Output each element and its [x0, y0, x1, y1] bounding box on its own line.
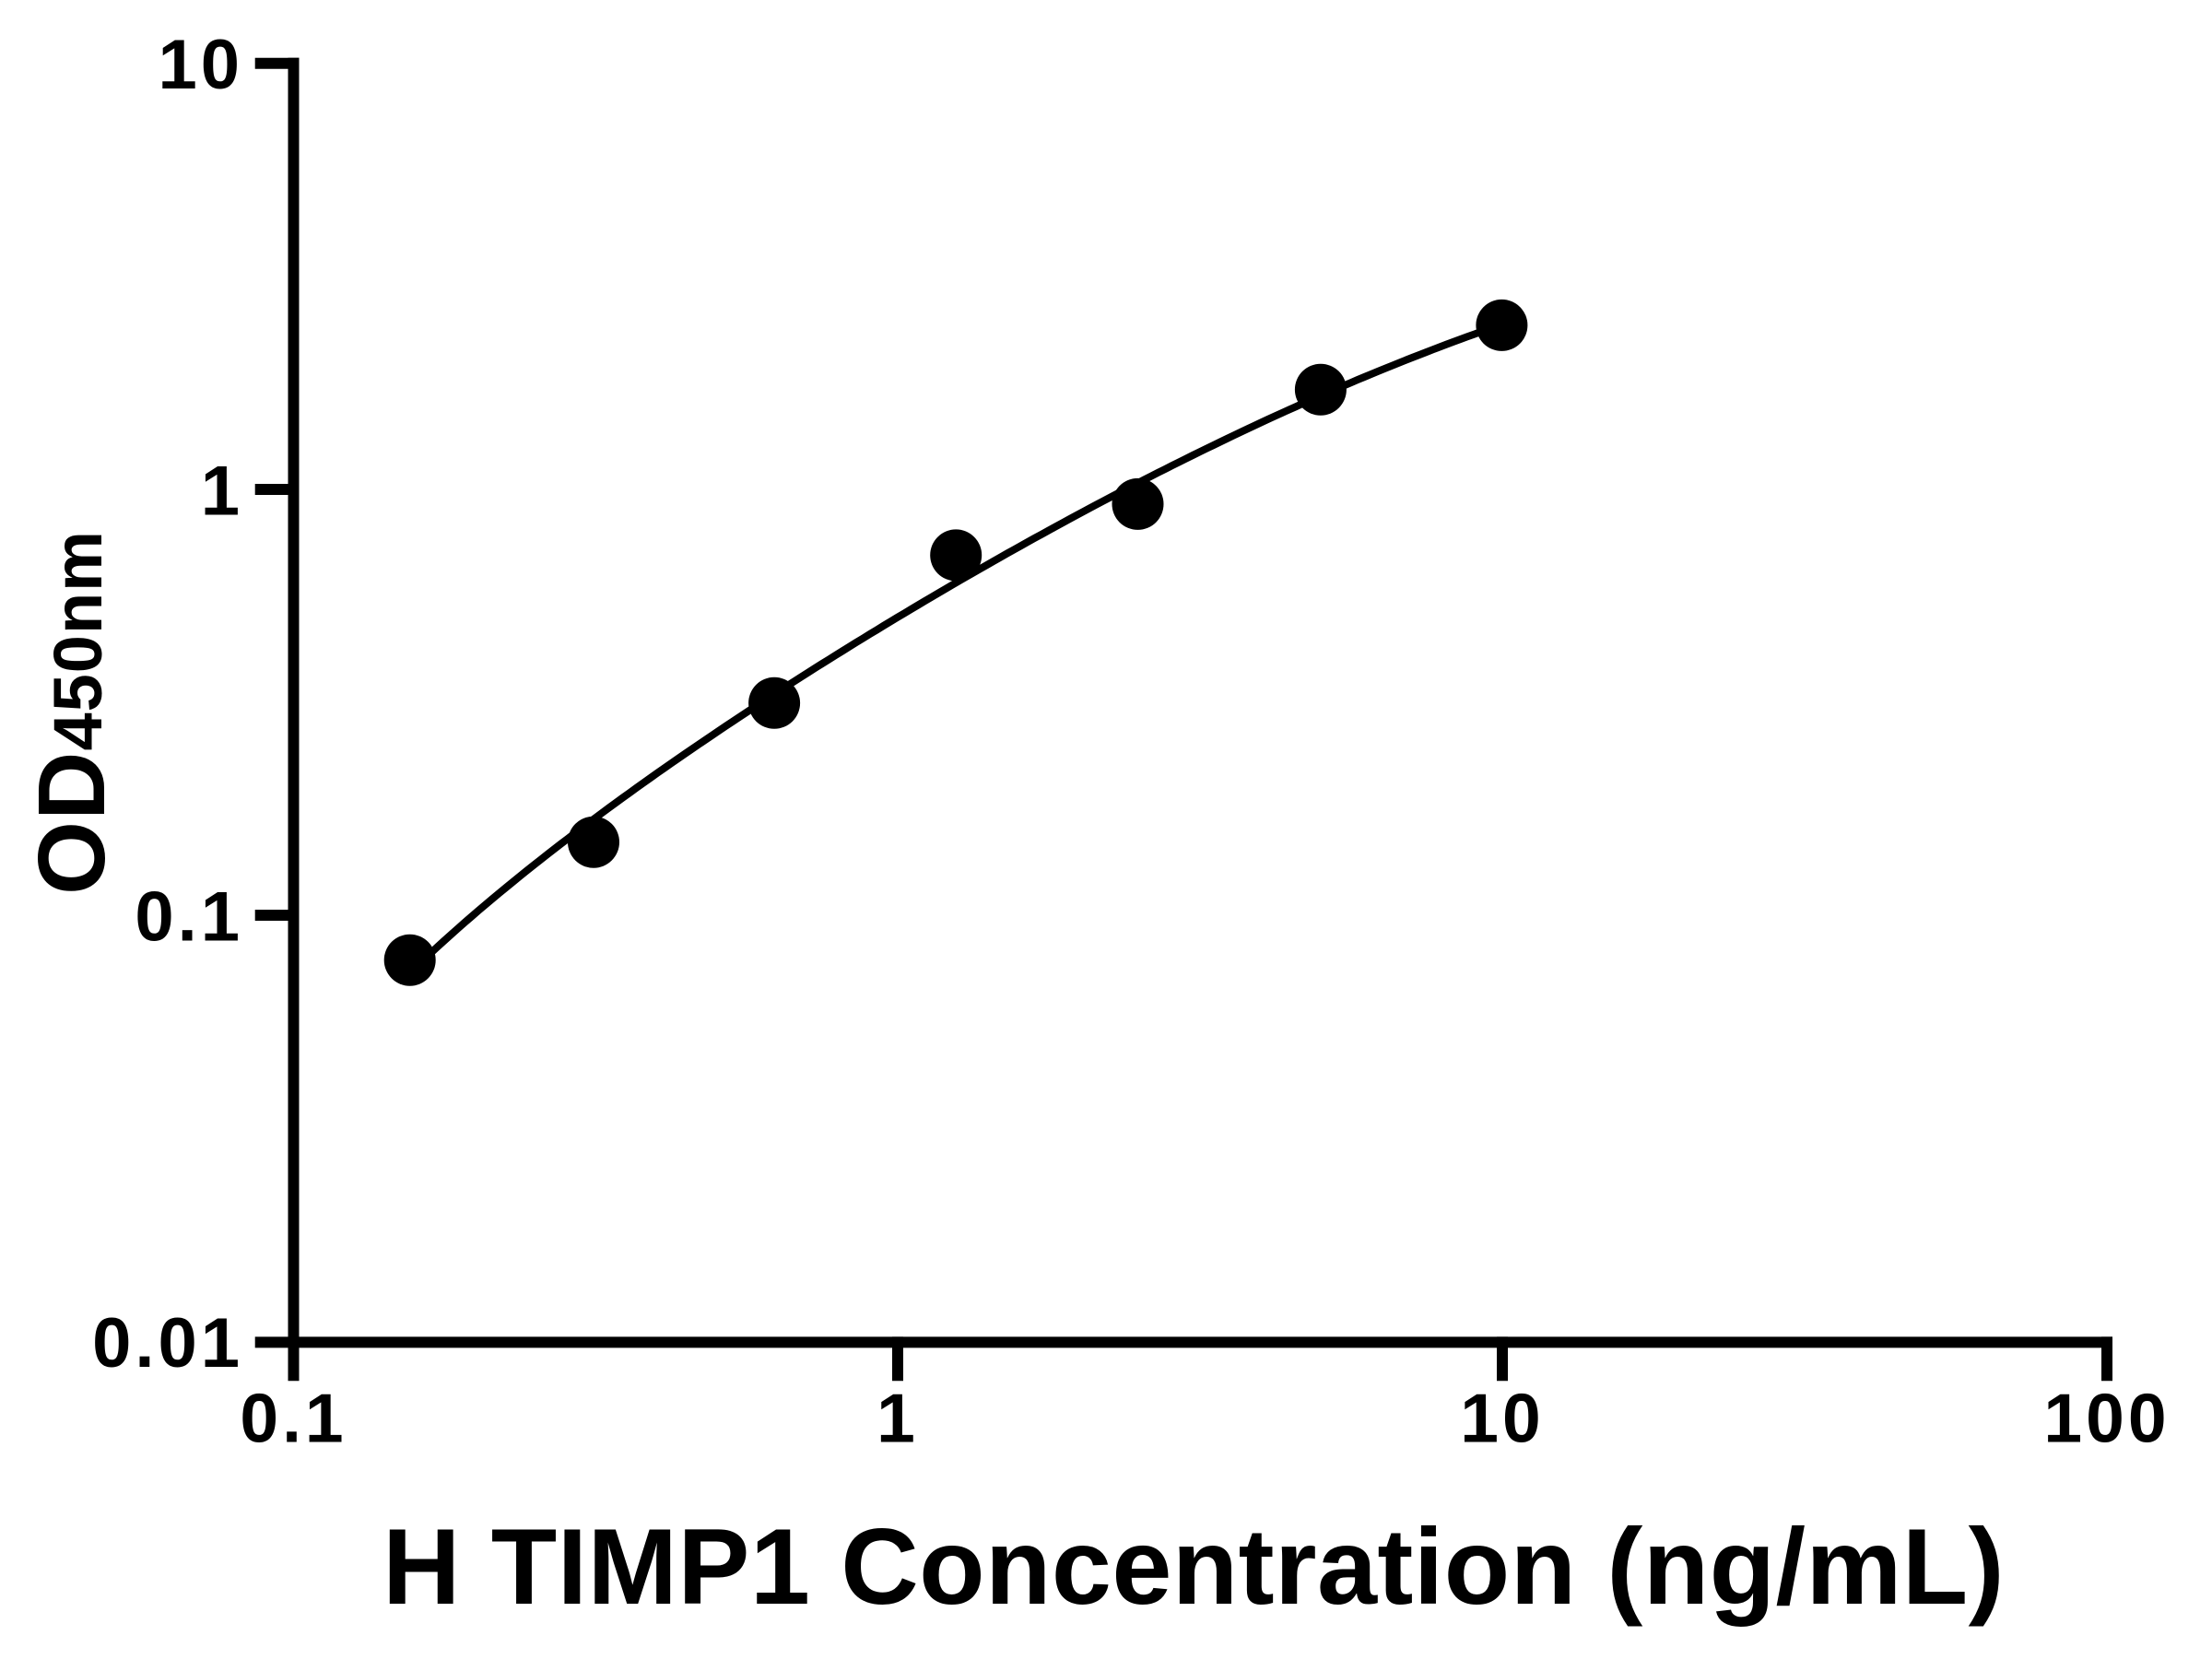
svg-text:1: 1 [877, 1380, 919, 1457]
svg-text:0.1: 0.1 [240, 1380, 347, 1457]
svg-text:H TIMP1 Concentration (ng/mL): H TIMP1 Concentration (ng/mL) [382, 1506, 2005, 1627]
svg-text:10: 10 [1460, 1380, 1544, 1457]
svg-text:1: 1 [201, 452, 243, 530]
svg-text:100: 100 [2043, 1380, 2170, 1457]
svg-text:0.01: 0.01 [92, 1304, 243, 1382]
svg-text:10: 10 [158, 26, 243, 104]
svg-text:0.1: 0.1 [135, 877, 243, 956]
